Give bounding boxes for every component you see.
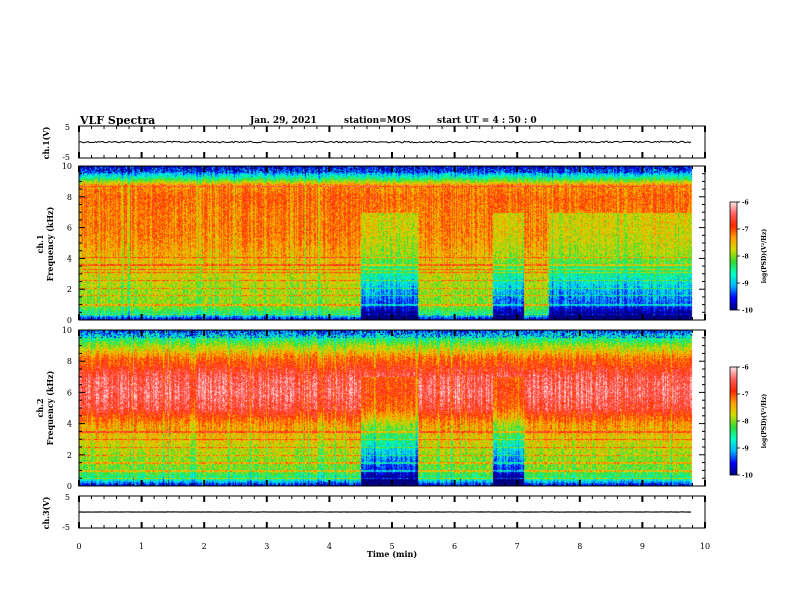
ch3-waveform-panel: 5 -5 ch.3(V) xyxy=(41,493,706,532)
time-tick-label: 3 xyxy=(264,542,269,551)
date-label: Jan. 29, 2021 xyxy=(249,116,317,126)
ch2-spectrogram-image xyxy=(79,330,705,486)
frequency-tick-label: 2 xyxy=(67,451,72,460)
colorbar-tick-label: -7 xyxy=(742,392,749,399)
ch1-spectrogram-image-wrap xyxy=(79,166,705,320)
frequency-tick-label: 6 xyxy=(67,224,72,233)
frequency-tick-label: 6 xyxy=(67,388,72,397)
ch3-waveform-ylabel: ch.3(V) xyxy=(41,496,51,529)
frequency-tick-label: 4 xyxy=(67,420,72,429)
ch1-spectrogram-ticks xyxy=(78,165,706,321)
x-axis-label: Time (min) xyxy=(367,549,417,559)
ch2-colorbar-label: log(PSD)(V²/Hz) xyxy=(761,394,768,449)
frequency-axis-label: Frequency (kHz) xyxy=(45,370,55,445)
figure-title: VLF Spectra xyxy=(79,114,155,127)
ch1-frequency-tick-labels: 0 2 4 6 8 10 xyxy=(62,162,72,325)
ch2-spectrogram-ticks xyxy=(78,329,706,487)
colorbar-tick-label: -9 xyxy=(742,281,749,288)
ch1-ytick-top: 5 xyxy=(65,123,70,132)
time-tick-label: 8 xyxy=(577,542,582,551)
ch1-spectrogram-image xyxy=(79,166,705,320)
colorbar-tick-label: -6 xyxy=(742,365,749,372)
time-tick-label: 7 xyxy=(515,542,520,551)
frequency-tick-label: 4 xyxy=(67,254,72,263)
colorbar-tick-label: -6 xyxy=(742,200,749,207)
colorbar-tick-label: -10 xyxy=(742,308,753,315)
ch2-channel-label: ch.2Frequency (kHz) xyxy=(35,370,55,445)
ch2-colorbar: -6 -7 -8 -9 -10 log(PSD)(V²/Hz) xyxy=(729,365,768,480)
channel-name: ch.2 xyxy=(35,398,45,417)
ch2-spectrogram-panel: 0 2 4 6 8 10 ch.2Frequency (kHz) xyxy=(35,326,706,491)
station-label: station=MOS xyxy=(344,116,411,126)
time-tick-label: 4 xyxy=(327,542,332,551)
time-tick-label: 5 xyxy=(389,542,394,551)
time-tick-label: 9 xyxy=(640,542,645,551)
frequency-tick-label: 2 xyxy=(67,285,72,294)
frequency-tick-label: 8 xyxy=(67,193,72,202)
ch1-colorbar-label: log(PSD)(V²/Hz) xyxy=(761,229,768,284)
time-tick-labels: 0 1 2 3 4 5 6 7 8 9 10 xyxy=(76,542,710,551)
ch2-colorbar-ticks: -6 -7 -8 -9 -10 xyxy=(737,365,753,480)
ch1-waveform-panel: 5 -5 ch.1(V) xyxy=(41,123,706,162)
ch1-waveform-ticks xyxy=(78,126,706,158)
colorbar-tick-label: -10 xyxy=(742,473,753,480)
time-tick-label: 10 xyxy=(700,542,710,551)
ch2-colorbar-gradient xyxy=(730,367,737,475)
ch1-ytick-bottom: -5 xyxy=(62,153,70,162)
time-tick-label: 1 xyxy=(139,542,144,551)
frequency-tick-label: 10 xyxy=(62,162,72,171)
ch3-waveform-ticks xyxy=(78,496,706,528)
colorbar-tick-label: -9 xyxy=(742,446,749,453)
time-tick-label: 6 xyxy=(452,542,457,551)
colorbar-tick-label: -8 xyxy=(742,419,749,426)
ch2-frequency-tick-labels: 0 2 4 6 8 10 xyxy=(62,326,72,491)
colorbar-tick-label: -7 xyxy=(742,227,749,234)
ch3-ytick-top: 5 xyxy=(65,493,70,502)
frequency-tick-label: 8 xyxy=(67,357,72,366)
ch2-colorbar-gradient-wrap xyxy=(730,367,737,475)
ch1-colorbar-gradient-wrap xyxy=(730,202,737,310)
frequency-axis-label: Frequency (kHz) xyxy=(45,206,55,281)
ch1-channel-label: ch.1Frequency (kHz) xyxy=(35,206,55,281)
frequency-tick-label: 0 xyxy=(67,482,72,491)
ch2-spectrogram-image-wrap xyxy=(79,330,705,486)
ch1-waveform-ylabel: ch.1(V) xyxy=(41,126,51,159)
time-tick-label: 2 xyxy=(202,542,207,551)
start-time-label: start UT = 4 : 50 : 0 xyxy=(437,116,537,126)
ch1-colorbar: -6 -7 -8 -9 -10 log(PSD)(V²/Hz) xyxy=(729,200,768,315)
frequency-tick-label: 0 xyxy=(67,316,72,325)
ch1-waveform-trace xyxy=(78,140,692,144)
frequency-tick-label: 10 xyxy=(62,326,72,335)
colorbar-tick-label: -8 xyxy=(742,254,749,261)
ch1-spectrogram-panel: 0 2 4 6 8 10 ch.1Frequency (kHz) xyxy=(35,162,706,325)
ch3-ytick-bottom: -5 xyxy=(62,523,70,532)
ch1-colorbar-ticks: -6 -7 -8 -9 -10 xyxy=(737,200,753,315)
time-tick-label: 0 xyxy=(76,542,81,551)
ch1-colorbar-gradient xyxy=(730,202,737,310)
channel-name: ch.1 xyxy=(35,234,45,253)
